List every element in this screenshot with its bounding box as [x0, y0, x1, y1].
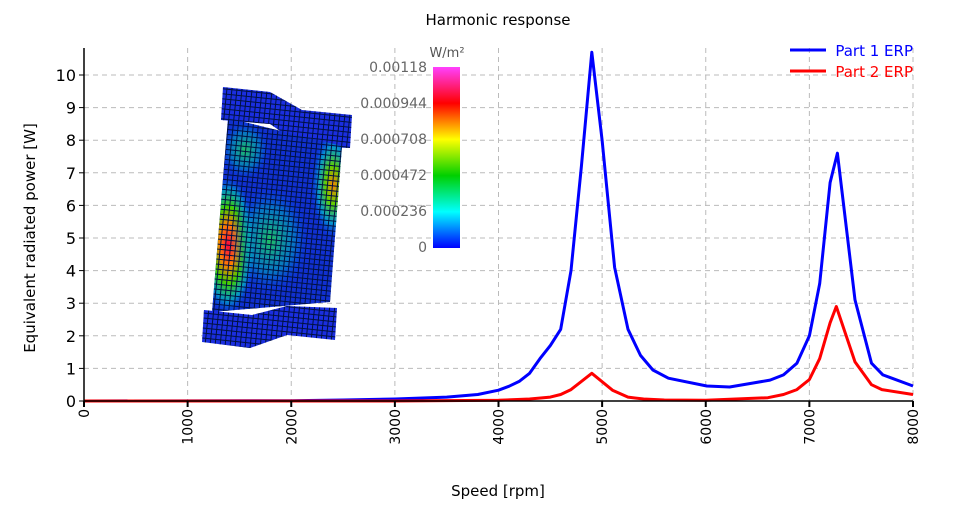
x-tick-label: 8000: [906, 409, 922, 445]
y-tick-label: 0: [66, 392, 76, 411]
x-tick-label: 2000: [284, 409, 300, 445]
y-tick-label: 2: [66, 327, 76, 346]
colorbar-label: 0.00118: [369, 60, 427, 76]
y-tick-label: 1: [66, 359, 76, 378]
x-tick-label: 6000: [699, 409, 715, 445]
colorbar-label: 0.000472: [360, 168, 427, 184]
legend-label: Part 2 ERP: [835, 63, 913, 81]
colorbar: [433, 67, 460, 248]
y-tick-label: 5: [66, 229, 76, 248]
chart-title: Harmonic response: [426, 11, 571, 29]
y-tick-label: 7: [66, 164, 76, 183]
x-tick-label: 4000: [492, 409, 508, 445]
legend: Part 1 ERP Part 2 ERP: [790, 42, 913, 81]
x-tick-label: 7000: [802, 409, 818, 445]
colorbar-label: 0.000708: [360, 132, 427, 148]
y-tick-label: 4: [66, 262, 76, 281]
x-tick-label: 5000: [595, 409, 611, 445]
grid: [84, 48, 914, 401]
axes: 0 1000 2000 3000 4000 5000 6000 7000 8000 0 1 2 3 4 5 6…: [56, 48, 922, 445]
y-tick-label: 3: [66, 294, 76, 313]
x-tick-label: 0: [77, 409, 93, 418]
colorbar-label: 0.000944: [360, 96, 427, 112]
colorbar-label: 0.000236: [360, 204, 427, 220]
x-tick-label: 1000: [181, 409, 197, 445]
y-tick-label: 9: [66, 99, 76, 118]
x-axis-label: Speed [rpm]: [451, 482, 545, 500]
legend-label: Part 1 ERP: [835, 42, 913, 60]
colorbar-label: 0: [418, 240, 427, 256]
colorbar-unit: W/m²: [429, 46, 464, 61]
series-line-part-2: [84, 305, 914, 403]
y-tick-label: 8: [66, 131, 76, 150]
y-axis-label: Equivalent radiated power [W]: [21, 123, 39, 353]
erp-contour-inset: W/m² 0.00118 0.000944 0.000708 0.000472 0.00…: [202, 46, 465, 348]
series-line-part-1: [83, 50, 914, 403]
x-tick-label: 3000: [388, 409, 404, 445]
y-tick-label: 6: [66, 196, 76, 215]
y-tick-label: 10: [56, 66, 76, 85]
